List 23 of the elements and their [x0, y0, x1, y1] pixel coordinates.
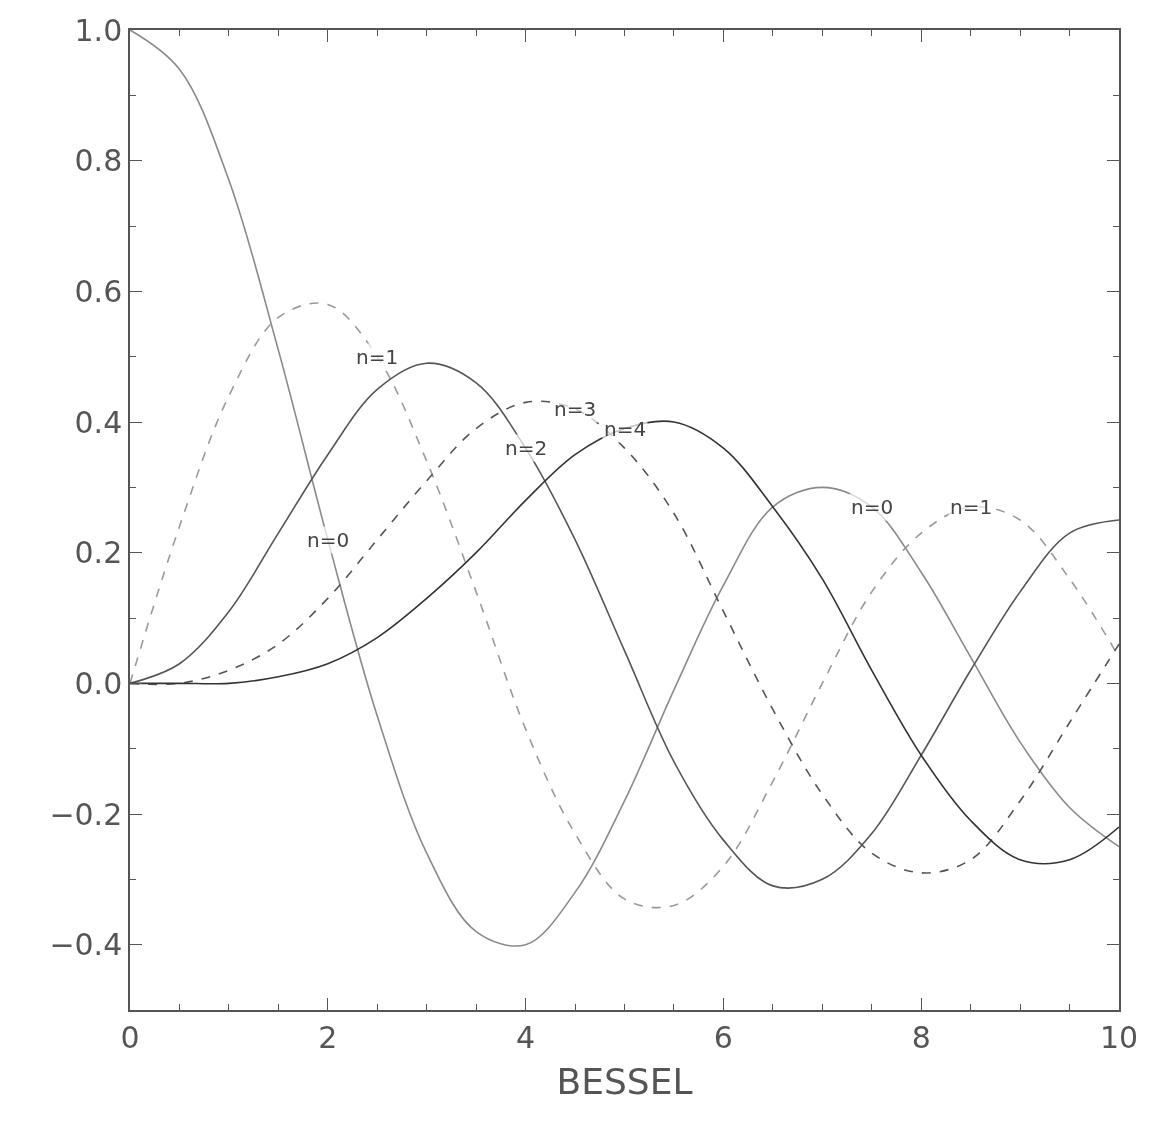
x-tick-label: 0: [120, 1019, 140, 1055]
x-tick-label: 2: [318, 1019, 338, 1055]
x-axis-title: BESSEL: [556, 1060, 693, 1102]
y-tick-label: 0.8: [74, 143, 123, 179]
annotation: n=0: [851, 495, 894, 519]
y-tick-label: 0.2: [74, 535, 123, 571]
y-tick-label: 0.4: [74, 404, 123, 440]
annotation: n=4: [604, 417, 647, 441]
x-tick-label: 10: [1099, 1019, 1139, 1055]
annotation: n=3: [554, 397, 597, 421]
y-tick-label: −0.2: [49, 796, 123, 832]
annotation: n=1: [356, 345, 399, 369]
y-tick-label: −0.4: [49, 927, 123, 963]
annotation: n=2: [505, 436, 548, 460]
line-series: [130, 30, 1119, 947]
x-tick-label: 8: [911, 1019, 931, 1055]
x-tick-label: 4: [516, 1019, 536, 1055]
annotation: n=0: [307, 528, 350, 552]
y-tick-label: 1.0: [74, 12, 123, 48]
y-tick-label: 0.0: [74, 665, 123, 701]
annotation: n=1: [950, 495, 993, 519]
x-tick-label: 6: [713, 1019, 733, 1055]
y-tick-label: 0.6: [74, 273, 123, 309]
